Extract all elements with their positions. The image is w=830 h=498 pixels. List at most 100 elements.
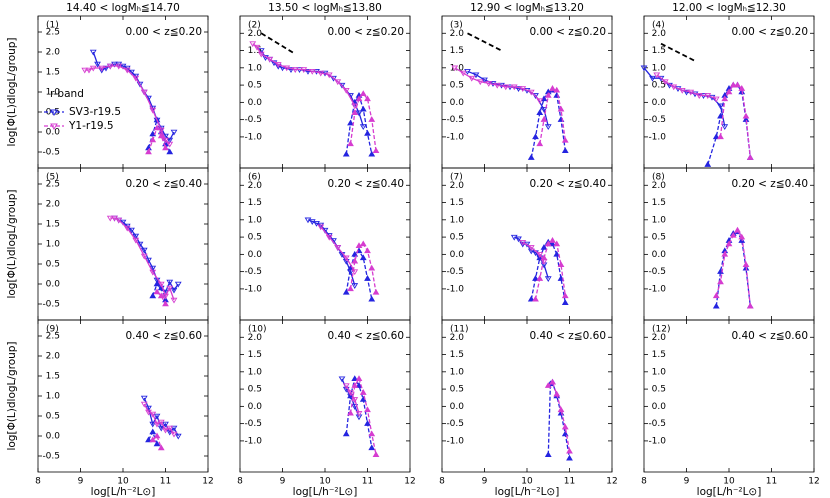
x-tick-label: 9	[78, 477, 84, 487]
data-point	[359, 124, 367, 131]
data-point	[561, 147, 569, 153]
data-point	[162, 137, 169, 144]
data-point	[355, 242, 363, 248]
data-point	[721, 250, 729, 257]
data-point	[157, 419, 165, 426]
y-tick-label: 0.5	[248, 233, 262, 243]
data-point	[540, 243, 548, 250]
y-tick-label: 0.0	[248, 402, 263, 412]
data-point	[372, 451, 380, 457]
y-tick-label: 1.0	[652, 367, 667, 377]
panel-label: (11)	[450, 325, 468, 335]
data-point	[257, 51, 265, 58]
data-point	[249, 41, 257, 48]
data-point	[725, 88, 733, 95]
data-point	[166, 137, 174, 144]
data-point	[149, 421, 157, 428]
x-tick-label: 12	[202, 477, 213, 487]
data-point	[557, 261, 565, 267]
data-point	[85, 67, 93, 74]
data-point	[94, 61, 101, 68]
y-tick-label: 1.0	[652, 215, 667, 225]
y-tick-label: 0.0	[652, 250, 667, 260]
data-point	[742, 112, 750, 119]
data-point	[364, 247, 371, 254]
data-point	[140, 247, 148, 254]
data-point	[162, 427, 169, 434]
panel-frame	[239, 319, 411, 473]
data-point	[738, 85, 746, 91]
y-tick-label: -0.5	[244, 419, 262, 429]
x-axis-label: log[L/h⁻²L⊙]	[697, 486, 762, 498]
panel-frame	[37, 167, 209, 321]
data-point	[729, 231, 737, 238]
legend-marker	[50, 109, 58, 116]
data-point	[149, 292, 157, 299]
data-point	[742, 261, 750, 267]
series-line	[320, 226, 356, 272]
data-point	[170, 297, 178, 304]
redshift-label: 0.20 < z≦0.40	[731, 178, 808, 190]
panel-frame	[643, 319, 815, 473]
y-tick-label: 1.5	[248, 350, 262, 360]
data-point	[476, 79, 484, 86]
data-point	[153, 124, 161, 131]
x-tick-label: 8	[439, 477, 445, 487]
data-point	[162, 293, 169, 300]
data-point	[317, 222, 325, 229]
data-point	[342, 383, 350, 390]
y-tick-label: -0.5	[42, 452, 60, 462]
panel-label: (4)	[652, 21, 665, 31]
reference-slope	[660, 42, 696, 62]
data-point	[704, 161, 712, 167]
y-tick-label: -1.0	[446, 132, 464, 142]
data-point	[532, 133, 539, 140]
redshift-label: 0.40 < z≦0.60	[529, 330, 606, 342]
data-point	[472, 72, 480, 79]
data-point	[561, 292, 569, 299]
series-line	[252, 43, 356, 107]
y-tick-label: 1.5	[248, 46, 262, 56]
series-line	[152, 434, 162, 449]
data-point	[166, 285, 174, 292]
data-point	[687, 89, 695, 96]
redshift-label: 0.40 < z≦0.60	[125, 330, 202, 342]
redshift-label: 0.00 < z≦0.20	[125, 26, 202, 38]
data-point	[527, 245, 535, 251]
column-title: 14.40 < logMₕ≦14.70	[66, 2, 180, 14]
data-point	[527, 154, 535, 160]
series-line	[345, 249, 373, 300]
data-point	[342, 255, 350, 262]
series-line	[547, 381, 571, 459]
data-point	[678, 88, 686, 94]
panel: -1.0 -0.5 0.0 0.5 1.0 1.5 2.0 13.50 < logMₕ≦13.…	[239, 2, 411, 169]
panel-label: (9)	[46, 325, 59, 335]
y-tick-label: 0.5	[450, 385, 464, 395]
data-point	[157, 281, 165, 288]
data-point	[468, 75, 476, 82]
data-point	[549, 378, 556, 385]
panel: -1.0 -0.5 0.0 0.5 1.0 1.5 2.0(6) 0.20 < z≦0.40	[239, 167, 411, 321]
y-tick-label: 0.0	[652, 98, 667, 108]
legend-marker	[50, 123, 58, 130]
data-point	[313, 221, 320, 227]
data-point	[283, 65, 291, 72]
y-tick-label: 2.0	[450, 181, 465, 191]
y-tick-label: 2.0	[248, 181, 263, 191]
y-tick-label: 2.0	[46, 352, 61, 362]
data-point	[544, 91, 552, 98]
data-point	[640, 65, 648, 72]
data-point	[561, 136, 569, 143]
data-point	[712, 292, 720, 299]
data-point	[274, 62, 282, 68]
data-point	[359, 90, 367, 96]
data-point	[553, 240, 561, 247]
series-line	[547, 381, 571, 452]
data-point	[157, 127, 165, 134]
data-point	[325, 234, 333, 241]
data-point	[338, 376, 346, 383]
data-point	[704, 93, 712, 99]
panel: -1.0 -0.5 0.0 0.5 1.0 1.5 2.0 8 9 10 11 12 log[L/h⁻²…	[237, 319, 416, 498]
data-point	[536, 140, 544, 147]
data-point	[317, 224, 325, 231]
